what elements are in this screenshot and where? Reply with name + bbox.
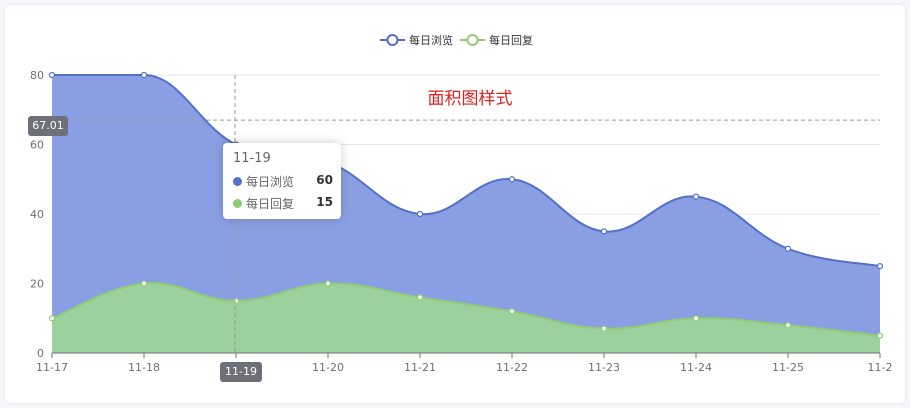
x-axis-ticks: 11-1711-1811-1911-2011-2111-2211-2311-24… xyxy=(36,353,892,374)
data-point[interactable] xyxy=(876,263,884,270)
data-point[interactable] xyxy=(508,176,516,183)
data-point[interactable] xyxy=(140,71,148,79)
data-point[interactable] xyxy=(232,297,240,304)
x-tick-label: 11-25 xyxy=(772,361,804,374)
x-tick-label: 11-23 xyxy=(588,361,620,374)
data-point[interactable] xyxy=(508,308,516,315)
data-point[interactable] xyxy=(416,294,424,301)
series-layer xyxy=(48,71,884,353)
tooltip-reply-value: 15 xyxy=(316,195,333,209)
legend-item-browse[interactable]: 每日浏览 xyxy=(380,33,453,47)
series-line-0 xyxy=(52,73,881,268)
legend-item-reply[interactable]: 每日回复 xyxy=(460,33,533,47)
tooltip-browse-value: 60 xyxy=(316,173,333,187)
x-axis-pointer-label: 11-19 xyxy=(220,362,262,382)
tooltip-browse-name: 每日浏览 xyxy=(246,175,295,189)
tooltip: 11-19 每日浏览 60 每日回复 15 xyxy=(223,143,341,219)
data-point[interactable] xyxy=(48,71,56,79)
tooltip-reply-name: 每日回复 xyxy=(246,197,295,211)
data-point[interactable] xyxy=(600,228,608,235)
tooltip-browse-dot xyxy=(233,177,242,186)
legend[interactable]: 每日浏览 每日回复 xyxy=(380,33,533,47)
x-tick-label: 11-2 xyxy=(868,361,893,374)
data-point[interactable] xyxy=(692,193,700,200)
data-point[interactable] xyxy=(140,280,148,287)
x-tick-label: 11-20 xyxy=(312,361,344,374)
data-point[interactable] xyxy=(784,322,792,329)
x-tick-label: 11-18 xyxy=(128,361,160,374)
chart-title: 面积图样式 xyxy=(428,89,513,109)
series-area-0 xyxy=(52,75,880,353)
series-line-1 xyxy=(51,282,881,337)
x-tick-label: 11-22 xyxy=(496,361,528,374)
tooltip-reply-dot xyxy=(233,199,242,208)
chart-card: 11-1711-1811-1911-2011-2111-2211-2311-24… xyxy=(5,5,905,403)
data-point[interactable] xyxy=(784,245,792,252)
legend-browse-label: 每日浏览 xyxy=(409,33,453,47)
tooltip-row-browse: 每日浏览 60 xyxy=(233,173,333,191)
y-tick-label: 0 xyxy=(37,347,44,360)
y-tick-label: 80 xyxy=(30,69,44,82)
legend-reply-label: 每日回复 xyxy=(489,33,533,47)
area-chart[interactable]: 11-1711-1811-1911-2011-2111-2211-2311-24… xyxy=(5,5,905,403)
x-tick-label: 11-21 xyxy=(404,361,436,374)
x-tick-label: 11-24 xyxy=(680,361,712,374)
y-axis-ticks: 0 20 40 60 80 xyxy=(30,69,44,360)
x-tick-label: 11-17 xyxy=(36,361,68,374)
data-point[interactable] xyxy=(324,280,332,287)
data-point[interactable] xyxy=(600,325,608,332)
data-point[interactable] xyxy=(416,210,424,218)
y-tick-label: 40 xyxy=(30,208,44,221)
legend-browse-marker xyxy=(386,34,399,46)
y-axis-pointer-label: 67.01 xyxy=(28,116,68,136)
data-point[interactable] xyxy=(692,315,700,322)
data-point[interactable] xyxy=(876,332,884,339)
series-area-1 xyxy=(52,283,880,353)
data-point[interactable] xyxy=(48,315,56,322)
legend-reply-marker xyxy=(466,34,479,46)
y-tick-label: 20 xyxy=(30,278,44,291)
tooltip-title: 11-19 xyxy=(233,151,271,166)
y-tick-label: 60 xyxy=(30,139,44,152)
tooltip-row-reply: 每日回复 15 xyxy=(233,195,333,213)
